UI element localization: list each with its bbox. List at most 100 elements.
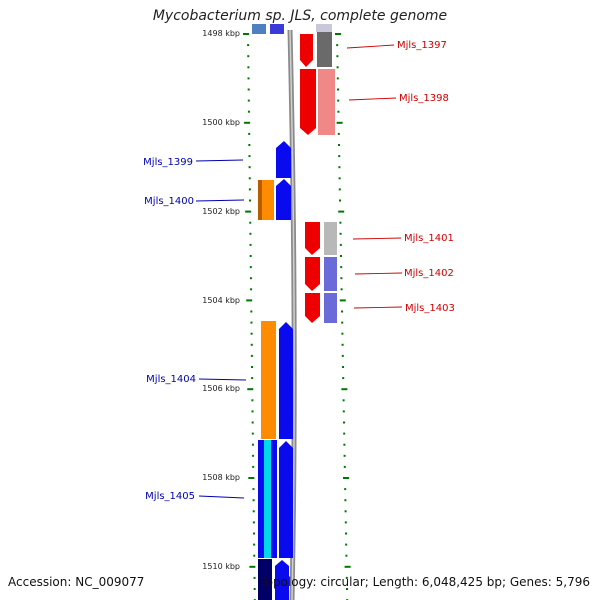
minor-tick: [248, 155, 251, 158]
gene-label[interactable]: Mjls_1400: [144, 196, 194, 207]
minor-tick: [339, 243, 342, 246]
minor-tick: [250, 310, 253, 313]
kbp-label: 1498 kbp: [202, 29, 240, 38]
minor-tick: [252, 454, 255, 457]
minor-tick: [337, 110, 340, 113]
major-tick: [341, 388, 348, 391]
major-tick: [248, 477, 255, 479]
minor-tick: [336, 55, 339, 58]
minor-tick: [336, 88, 339, 91]
kbp-label: 1506 kbp: [202, 384, 240, 393]
minor-tick: [337, 99, 340, 102]
major-tick: [246, 299, 253, 302]
gene-mjls-1402[interactable]: [305, 257, 337, 291]
gene-feature-partial[interactable]: [258, 559, 289, 600]
gene-mjls-1404[interactable]: [261, 321, 293, 439]
minor-tick: [249, 232, 252, 235]
minor-tick: [252, 488, 255, 491]
minor-tick: [247, 66, 250, 69]
genome-summary-text: Topology: circular; Length: 6,048,425 bp…: [260, 575, 590, 589]
minor-tick: [341, 354, 344, 357]
minor-tick: [248, 144, 251, 146]
minor-tick: [248, 177, 251, 180]
minor-tick: [336, 44, 339, 47]
minor-tick: [344, 521, 347, 524]
minor-tick: [337, 144, 340, 146]
minor-tick: [251, 421, 254, 424]
minor-tick: [250, 343, 253, 346]
minor-tick: [338, 199, 341, 202]
major-tick: [344, 565, 351, 568]
minor-tick: [251, 377, 254, 380]
major-tick: [244, 121, 251, 124]
minor-tick: [252, 510, 255, 513]
minor-tick: [253, 543, 256, 546]
minor-tick: [252, 532, 255, 535]
minor-tick: [338, 155, 341, 158]
minor-tick: [342, 399, 345, 402]
major-tick: [342, 477, 349, 479]
minor-tick: [252, 521, 255, 524]
gene-mjls-1405[interactable]: [258, 440, 293, 558]
gene-label[interactable]: Mjls_1404: [146, 374, 196, 385]
gene-mjls-1397[interactable]: [300, 32, 332, 67]
minor-tick: [251, 443, 254, 446]
minor-tick: [336, 77, 339, 80]
minor-tick: [345, 576, 348, 579]
minor-tick: [343, 443, 346, 446]
major-tick: [338, 210, 345, 213]
minor-tick: [251, 410, 254, 413]
gene-mjls-1401[interactable]: [305, 222, 337, 255]
minor-tick: [247, 110, 250, 113]
major-tick: [247, 388, 254, 391]
label-leader-lines-left: [195, 159, 247, 499]
left-tick-marks: [243, 33, 256, 600]
label-leader-lines-right: [346, 44, 403, 309]
minor-tick: [247, 99, 250, 102]
minor-tick: [248, 132, 251, 135]
gene-label[interactable]: Mjls_1401: [404, 233, 454, 244]
gene-feature-partial[interactable]: [270, 24, 284, 34]
minor-tick: [339, 232, 342, 235]
gene-feature-partial[interactable]: [252, 24, 266, 34]
gene-feature-partial[interactable]: [316, 24, 332, 32]
gene-label[interactable]: Mjls_1403: [405, 303, 455, 314]
minor-tick: [344, 499, 347, 502]
minor-tick: [344, 532, 347, 535]
gene-mjls-1399[interactable]: [276, 141, 291, 178]
minor-tick: [248, 199, 251, 202]
minor-tick: [252, 465, 255, 468]
minor-tick: [338, 188, 341, 191]
gene-mjls-1400[interactable]: [258, 179, 291, 220]
minor-tick: [345, 588, 348, 590]
minor-tick: [253, 576, 256, 579]
minor-tick: [342, 421, 345, 424]
gene-label[interactable]: Mjls_1398: [399, 93, 449, 104]
major-tick: [245, 210, 252, 213]
major-tick: [243, 33, 249, 35]
minor-tick: [341, 343, 344, 346]
minor-tick: [250, 354, 253, 357]
genome-backbone-highlight: [289, 29, 295, 600]
minor-tick: [340, 277, 343, 280]
minor-tick: [340, 310, 343, 313]
minor-tick: [344, 510, 347, 513]
minor-tick: [342, 377, 345, 380]
minor-tick: [249, 255, 252, 257]
minor-tick: [341, 332, 344, 335]
minor-tick: [248, 188, 251, 191]
major-tick: [336, 121, 343, 124]
gene-label[interactable]: Mjls_1399: [143, 157, 193, 168]
minor-tick: [252, 499, 255, 502]
minor-tick: [251, 432, 254, 435]
gene-label[interactable]: Mjls_1405: [145, 491, 195, 502]
kbp-label: 1502 kbp: [202, 207, 240, 216]
gene-label[interactable]: Mjls_1402: [404, 268, 454, 279]
gene-mjls-1403[interactable]: [305, 293, 337, 323]
minor-tick: [247, 44, 250, 47]
gene-mjls-1398[interactable]: [300, 69, 335, 135]
minor-tick: [250, 321, 253, 324]
minor-tick: [336, 66, 339, 69]
gene-label[interactable]: Mjls_1397: [397, 40, 447, 51]
